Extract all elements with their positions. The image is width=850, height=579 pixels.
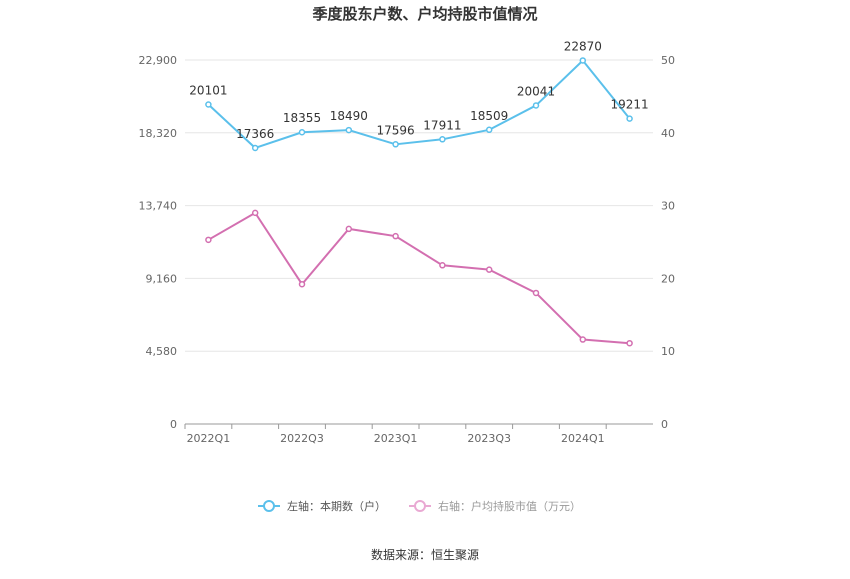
- series-layer: 20101 17366 18355 18490 17596 17911 18509 20041…: [189, 39, 649, 347]
- x-axis-tick-label: 2022Q1: [187, 432, 231, 445]
- left-axis-tick-label: 4,580: [146, 345, 178, 358]
- legend-marker-left: [263, 500, 275, 512]
- data-label: 19211: [611, 98, 649, 112]
- data-point-value-per-holder: [439, 262, 446, 269]
- legend-item-right-series[interactable]: 右轴：户均持股市值（万元）: [409, 499, 581, 513]
- data-point-value-per-holder: [532, 289, 540, 297]
- data-point-holders: [345, 126, 353, 134]
- data-label: 22870: [564, 39, 602, 53]
- data-point-value-per-holder: [626, 339, 633, 347]
- legend-label-right: 右轴：户均持股市值（万元）: [438, 499, 581, 513]
- left-axis-tick-label: 22,900: [139, 54, 178, 67]
- data-point-holders: [298, 128, 306, 136]
- data-point-value-per-holder: [392, 232, 399, 240]
- x-axis-tick-label: 2022Q3: [280, 432, 324, 445]
- data-label: 20101: [189, 83, 227, 97]
- legend-label-left: 左轴：本期数（户）: [287, 499, 386, 513]
- chart-title: 季度股东户数、户均持股市值情况: [312, 5, 537, 23]
- data-label: 18490: [330, 109, 368, 123]
- gridlines: [185, 59, 653, 352]
- right-axis-tick-label: 20: [661, 272, 675, 285]
- data-point-value-per-holder: [345, 225, 353, 233]
- right-axis-tick-label: 50: [661, 54, 675, 67]
- data-point-value-per-holder: [298, 280, 306, 288]
- data-point-holders: [485, 126, 493, 134]
- right-axis-tick-label: 0: [661, 418, 668, 431]
- data-point-holders: [532, 102, 540, 109]
- data-point-holders: [439, 136, 446, 143]
- x-axis-tick-label: 2023Q1: [374, 432, 418, 445]
- right-axis-tick-label: 40: [661, 127, 675, 140]
- legend-marker-right: [414, 500, 426, 512]
- data-point-value-per-holder: [251, 209, 259, 217]
- left-axis-tick-label: 18,320: [139, 127, 178, 140]
- axes: 0 0 4,580 10 9,160 20 13,740 30 18,320 40 22,900 50…: [139, 54, 676, 445]
- x-axis-tick-label: 2024Q1: [561, 432, 605, 445]
- data-point-holders: [205, 101, 212, 108]
- legend: 左轴：本期数（户） 右轴：户均持股市值（万元）: [258, 499, 581, 513]
- data-point-value-per-holder: [485, 266, 493, 273]
- data-source: 数据来源：恒生聚源: [371, 547, 479, 562]
- data-label: 17596: [377, 123, 415, 137]
- left-axis-tick-label: 9,160: [146, 272, 178, 285]
- series-line-holders: [207, 59, 631, 149]
- data-point-value-per-holder: [579, 336, 587, 343]
- data-point-holders: [626, 115, 633, 122]
- data-label: 20041: [517, 84, 555, 98]
- data-label: 18509: [470, 109, 508, 123]
- right-axis-tick-label: 30: [661, 200, 675, 213]
- left-axis-tick-label: 13,740: [139, 200, 178, 213]
- data-label: 17911: [423, 118, 461, 132]
- right-axis-tick-label: 10: [661, 345, 675, 358]
- series-line-value-per-holder: [207, 211, 630, 345]
- data-point-value-per-holder: [205, 236, 212, 244]
- data-point-holders: [392, 141, 399, 148]
- data-point-holders: [579, 57, 587, 64]
- data-point-holders: [251, 144, 259, 152]
- data-label: 18355: [283, 111, 321, 125]
- legend-item-left-series[interactable]: 左轴：本期数（户）: [258, 499, 386, 513]
- x-axis-tick-label: 2023Q3: [467, 432, 511, 445]
- data-label: 17366: [236, 127, 274, 141]
- left-axis-tick-label: 0: [170, 418, 177, 431]
